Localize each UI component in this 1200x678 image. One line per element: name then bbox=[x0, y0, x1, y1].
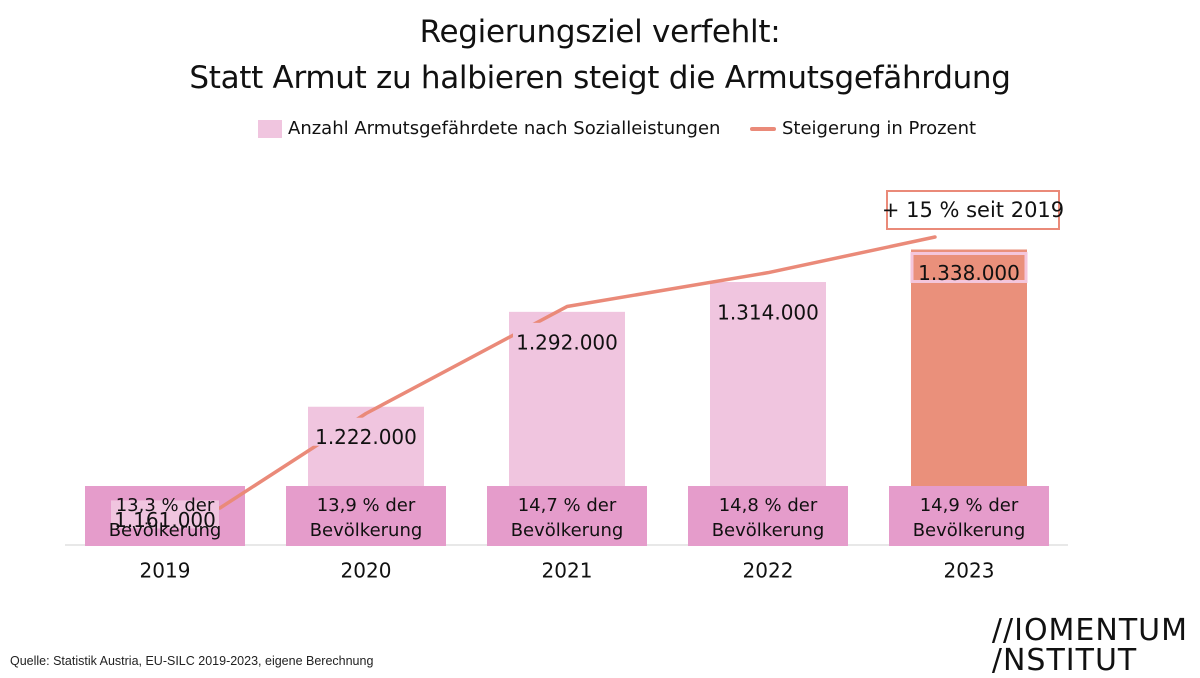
annotation-box bbox=[886, 190, 1060, 230]
logo-line-2: /NSTITUT bbox=[991, 643, 1138, 678]
x-tick-label-2021: 2021 bbox=[542, 559, 593, 583]
value-label-bg-2019 bbox=[111, 500, 219, 529]
x-tick-label-2020: 2020 bbox=[341, 559, 392, 583]
share-label-2021-line-1: 14,7 % der bbox=[518, 495, 617, 516]
share-label-2021-line-2: Bevölkerung bbox=[511, 520, 624, 541]
x-tick-label-2023: 2023 bbox=[944, 559, 995, 583]
share-label-2019-line-2: Bevölkerung bbox=[109, 520, 222, 541]
annotation-text: + 15 % seit 2019 bbox=[882, 198, 1064, 222]
value-label-bg-2021 bbox=[513, 322, 621, 351]
legend-item-line: Steigerung in Prozent bbox=[750, 118, 976, 139]
share-label-2022-line-1: 14,8 % der bbox=[719, 495, 818, 516]
x-tick-label-2022: 2022 bbox=[743, 559, 794, 583]
legend-item-bars: Anzahl Armutsgefährdete nach Sozialleist… bbox=[258, 118, 720, 139]
logo-line-1: //IOMENTUM bbox=[991, 613, 1188, 648]
share-label-2020-line-1: 13,9 % der bbox=[317, 495, 416, 516]
chart-title-line-2: Statt Armut zu halbieren steigt die Armu… bbox=[189, 60, 1011, 96]
legend: Anzahl Armutsgefährdete nach Sozialleist… bbox=[0, 118, 1200, 144]
legend-line-swatch bbox=[750, 126, 776, 131]
legend-bar-swatch bbox=[258, 119, 282, 138]
share-box-2022 bbox=[688, 486, 848, 546]
share-box-2023 bbox=[889, 486, 1049, 546]
share-label-2019-line-1: 13,3 % der bbox=[116, 495, 215, 516]
value-label-bg-2022 bbox=[714, 293, 822, 322]
momentum-institut-logo: //IOMENTUM /NSTITUT bbox=[992, 616, 1188, 676]
share-box-2021 bbox=[487, 486, 647, 546]
value-label-2023: 1.338.000 bbox=[918, 261, 1020, 285]
share-label-2023-line-2: Bevölkerung bbox=[913, 520, 1026, 541]
share-label-2022-line-2: Bevölkerung bbox=[712, 520, 825, 541]
legend-bar-label: Anzahl Armutsgefährdete nach Sozialleist… bbox=[288, 118, 721, 139]
value-label-box-2023 bbox=[910, 251, 1028, 283]
value-label-2019: 1.161.000 bbox=[114, 508, 216, 532]
x-tick-label-2019: 2019 bbox=[140, 559, 191, 583]
share-label-2023-line-1: 14,9 % der bbox=[920, 495, 1019, 516]
chart-title-line-1: Regierungsziel verfehlt: bbox=[419, 14, 781, 50]
share-label-2020-line-2: Bevölkerung bbox=[310, 520, 423, 541]
value-label-2020: 1.222.000 bbox=[315, 425, 417, 449]
value-label-bg-2020 bbox=[312, 417, 420, 446]
share-box-2020 bbox=[286, 486, 446, 546]
source-note: Quelle: Statistik Austria, EU-SILC 2019-… bbox=[10, 654, 374, 668]
legend-line-label: Steigerung in Prozent bbox=[782, 118, 977, 139]
value-label-2022: 1.314.000 bbox=[717, 301, 819, 325]
value-label-2021: 1.292.000 bbox=[516, 330, 618, 354]
